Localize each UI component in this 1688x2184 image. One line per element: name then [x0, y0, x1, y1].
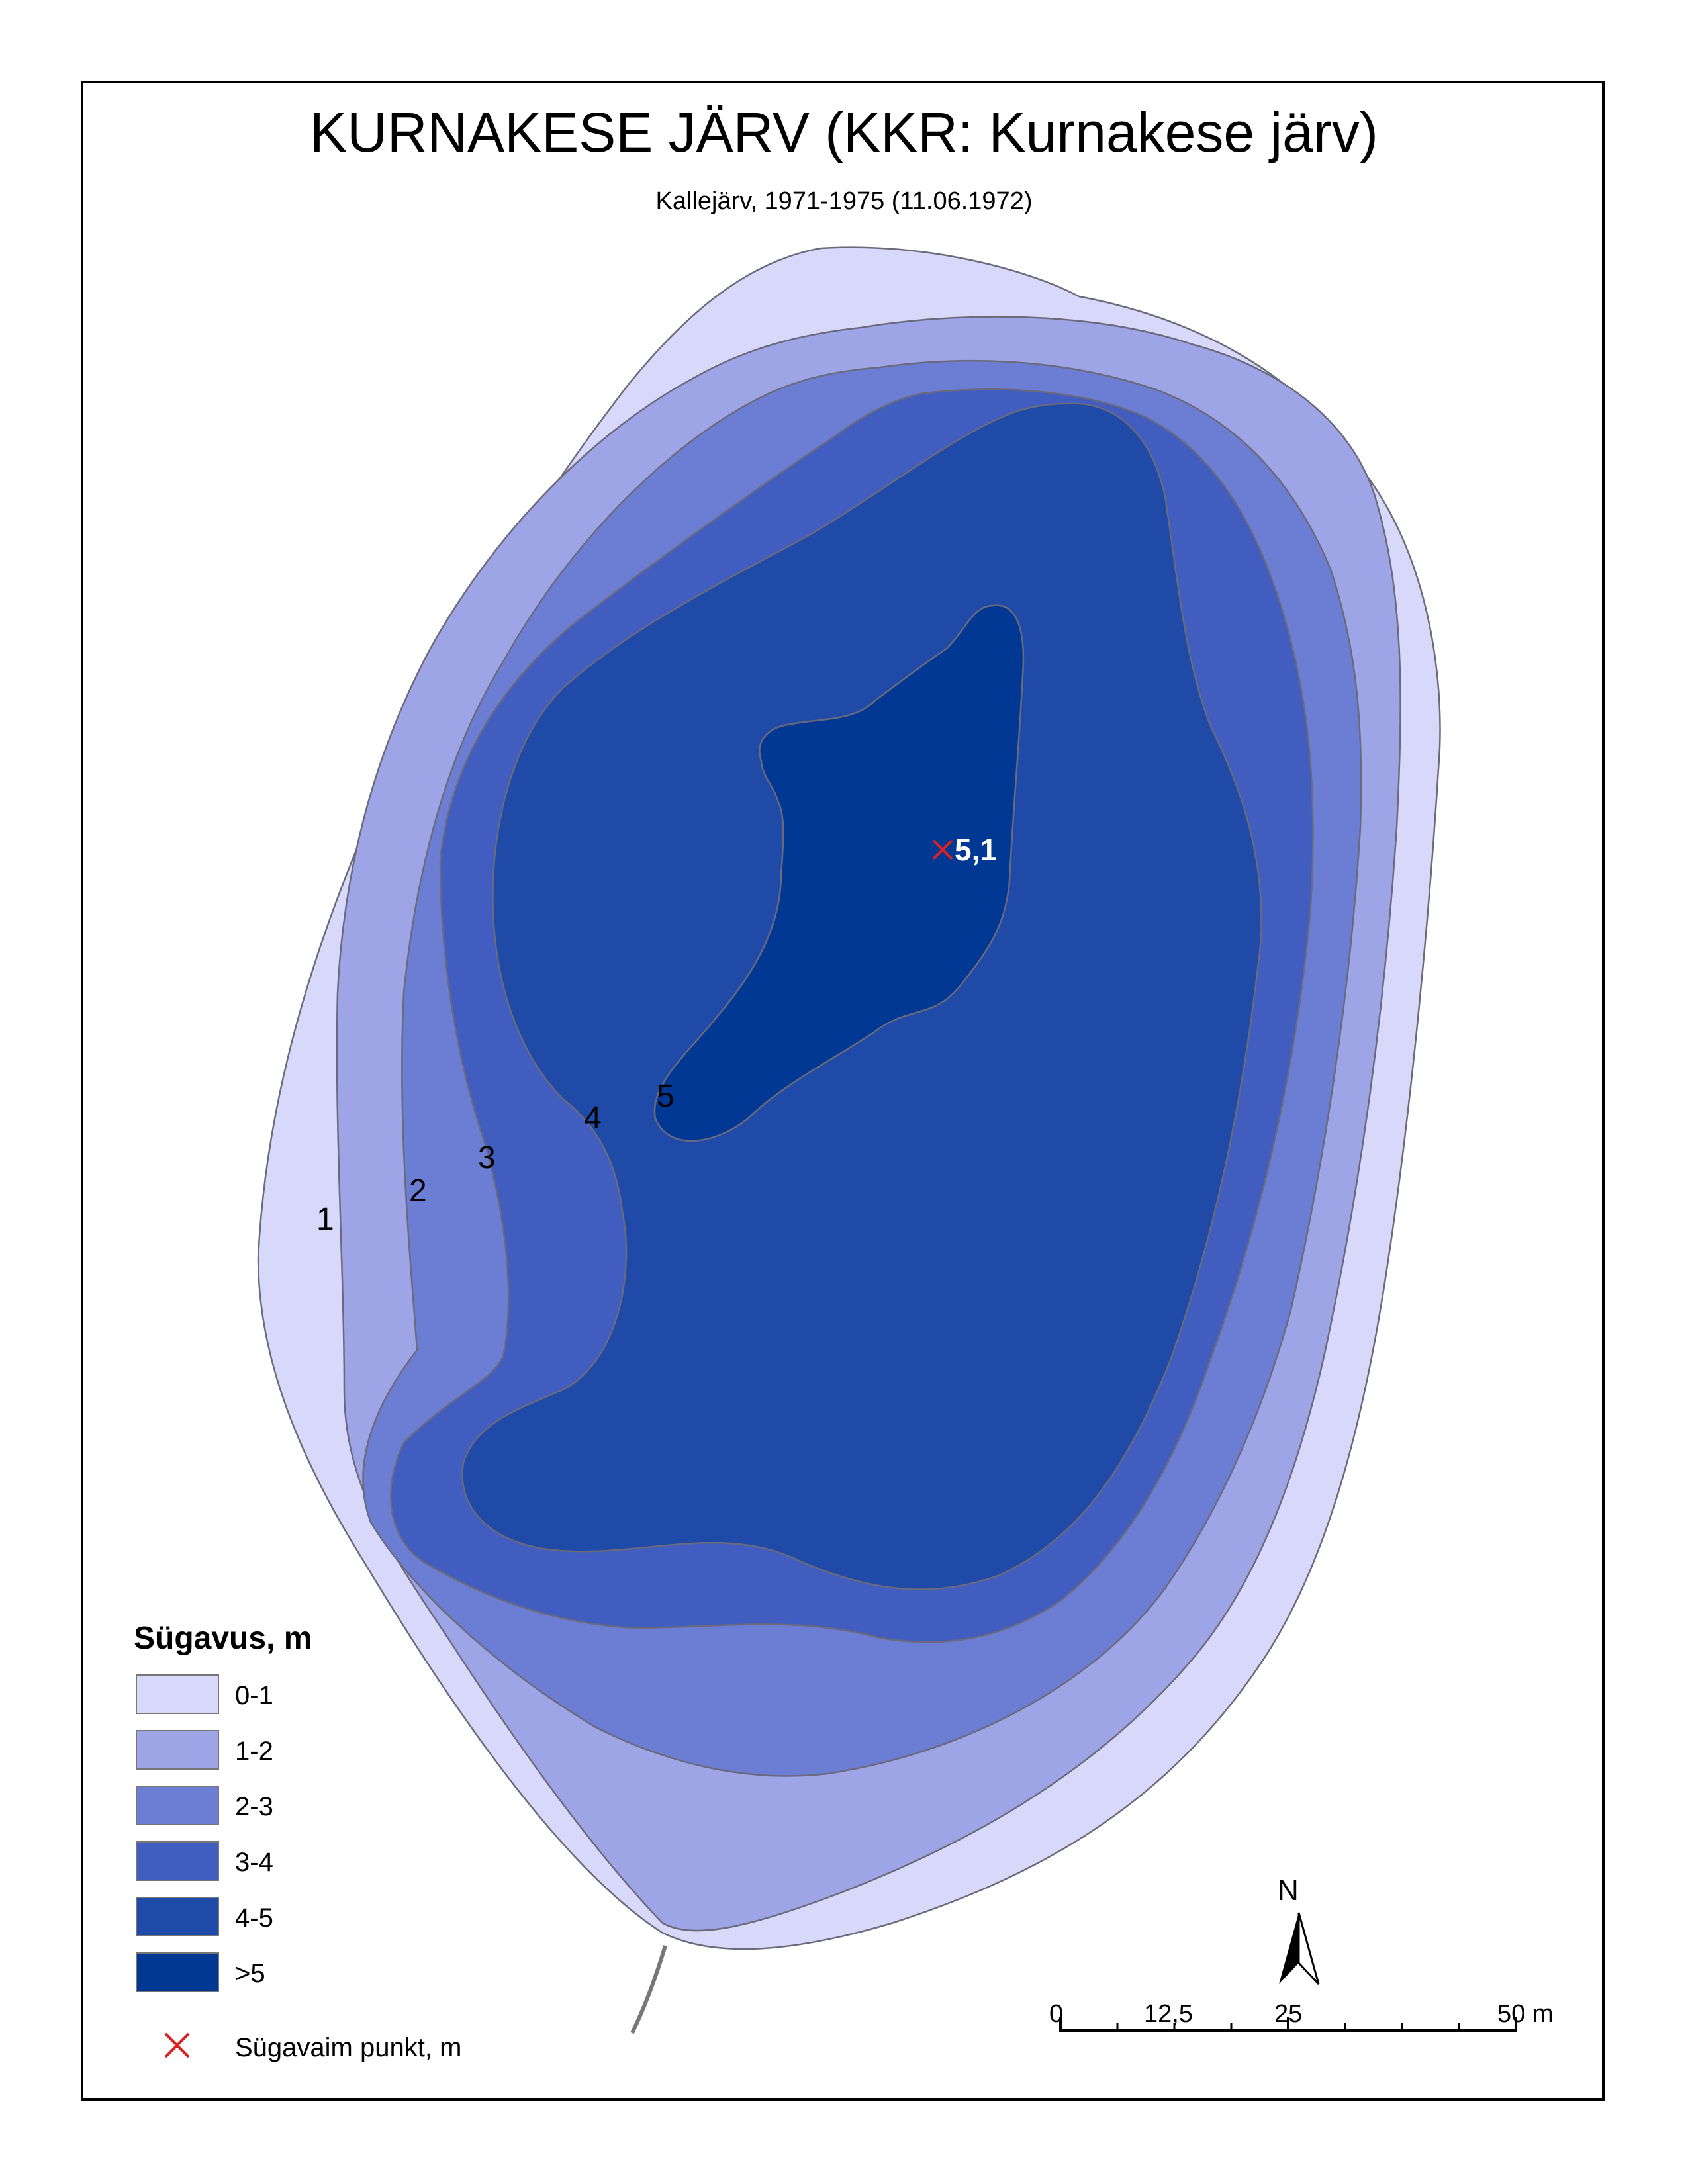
contour-label-2: 2: [409, 1173, 427, 1208]
legend-swatch: [136, 1897, 219, 1936]
scale-label-12-5: 12,5: [1144, 2000, 1193, 2028]
legend-swatch: [136, 1952, 219, 1992]
contour-label-3: 3: [478, 1140, 496, 1175]
north-arrow-label: N: [1278, 1874, 1299, 1907]
legend-swatch: [136, 1841, 219, 1881]
legend-label: 0-1: [235, 1681, 273, 1710]
north-arrow-icon: [1279, 1912, 1320, 1985]
contour-label-4: 4: [584, 1101, 602, 1136]
legend-label: 2-3: [235, 1792, 273, 1821]
scale-label-50: 50 m: [1497, 2000, 1554, 2028]
map-title: KURNAKESE JÄRV (KKR: Kurnakese järv): [310, 101, 1378, 163]
deepest-point-label: 5,1: [955, 833, 997, 867]
deepest-point-marker: [932, 839, 953, 860]
legend-label: >5: [235, 1959, 265, 1988]
legend-swatch: [136, 1674, 219, 1714]
depth-zone-over-5: [653, 604, 1025, 1142]
legend-swatch: [136, 1730, 219, 1770]
map-frame: [81, 81, 1605, 2101]
contour-label-5: 5: [657, 1079, 675, 1114]
legend-title: Sügavus, m: [134, 1621, 312, 1656]
outflow-stream: [630, 1945, 667, 2034]
legend-marker-label: Sügavaim punkt, m: [235, 2033, 462, 2062]
legend-marker-icon: [164, 2032, 190, 2058]
map-subtitle: Kallejärv, 1971-1975 (11.06.1972): [655, 187, 1033, 215]
legend-swatch: [136, 1786, 219, 1825]
contour-label-1: 1: [316, 1202, 334, 1237]
legend-label: 1-2: [235, 1737, 273, 1766]
legend-label: 4-5: [235, 1903, 273, 1933]
legend-label: 3-4: [235, 1848, 273, 1877]
scale-bar: [1059, 2017, 1517, 2032]
